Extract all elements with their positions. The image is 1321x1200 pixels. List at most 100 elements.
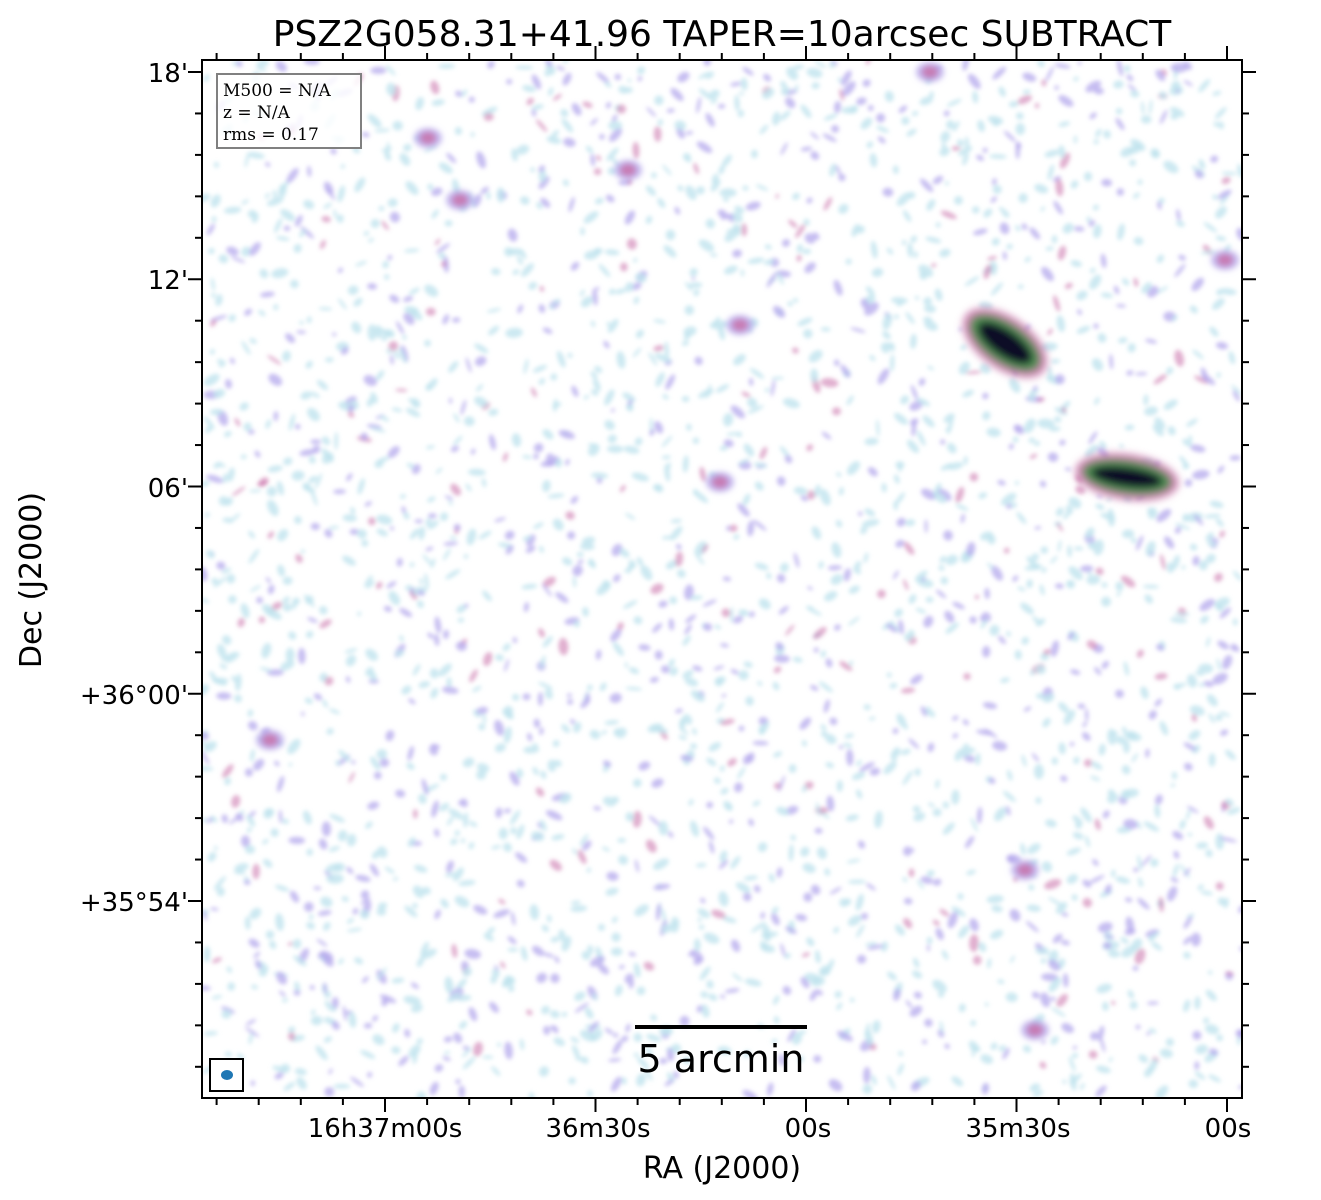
noise-blob	[393, 876, 399, 881]
noise-blob	[991, 905, 1003, 913]
noise-blob	[547, 759, 557, 772]
noise-blob	[414, 864, 428, 873]
noise-blob	[1124, 424, 1135, 431]
noise-blob	[1217, 465, 1225, 474]
noise-blob	[350, 507, 356, 515]
noise-blob	[753, 885, 761, 893]
noise-blob	[448, 500, 453, 506]
noise-blob	[328, 1068, 333, 1075]
noise-blob	[408, 1044, 421, 1058]
noise-blob	[782, 398, 800, 409]
noise-blob	[1155, 286, 1169, 294]
noise-blob	[222, 764, 234, 779]
noise-blob	[614, 288, 627, 295]
noise-blob	[905, 519, 916, 527]
noise-blob	[1031, 553, 1039, 561]
noise-blob	[244, 916, 251, 930]
noise-blob	[1098, 743, 1106, 756]
noise-blob	[674, 120, 687, 131]
noise-blob	[781, 239, 791, 247]
noise-blob	[590, 371, 598, 379]
noise-blob	[1017, 586, 1026, 592]
noise-blob	[1197, 884, 1204, 890]
noise-blob	[263, 809, 274, 819]
noise-blob	[1215, 882, 1224, 891]
noise-blob	[855, 893, 864, 911]
noise-blob	[887, 1075, 896, 1090]
noise-blob	[249, 242, 261, 256]
noise-blob	[702, 599, 717, 607]
noise-blob	[893, 501, 898, 511]
noise-blob	[1055, 901, 1068, 914]
noise-blob	[254, 450, 261, 458]
noise-blob	[1061, 912, 1069, 917]
noise-blob	[213, 388, 226, 399]
noise-blob	[354, 957, 364, 965]
noise-blob	[1108, 950, 1121, 958]
noise-blob	[551, 834, 565, 841]
noise-blob	[1051, 757, 1059, 765]
noise-blob	[259, 667, 273, 672]
noise-blob	[1123, 661, 1129, 676]
noise-blob	[847, 616, 860, 626]
noise-blob	[1021, 636, 1029, 645]
noise-blob	[517, 255, 523, 266]
noise-blob	[1173, 683, 1181, 690]
noise-blob	[803, 218, 810, 226]
noise-blob	[981, 1082, 990, 1095]
noise-blob	[203, 946, 211, 963]
noise-blob	[796, 243, 803, 253]
noise-blob	[483, 933, 494, 941]
noise-blob	[1041, 973, 1059, 982]
noise-blob	[241, 340, 251, 355]
noise-blob	[838, 745, 844, 750]
noise-blob	[532, 945, 545, 957]
noise-blob	[932, 919, 940, 926]
noise-blob	[404, 306, 419, 315]
noise-blob	[382, 333, 388, 342]
noise-blob	[908, 868, 915, 878]
noise-blob	[208, 247, 215, 255]
noise-blob	[383, 274, 390, 280]
noise-blob	[1041, 1040, 1046, 1044]
noise-blob	[856, 789, 863, 799]
noise-blob	[406, 762, 415, 770]
noise-blob	[697, 917, 702, 922]
noise-blob	[476, 706, 489, 715]
noise-blob	[825, 658, 833, 668]
noise-blob	[245, 1018, 257, 1026]
x-tick-label: 36m30s	[545, 1114, 650, 1144]
noise-blob	[869, 767, 881, 776]
noise-blob	[1137, 897, 1150, 910]
noise-blob	[1091, 761, 1103, 770]
noise-blob	[1101, 178, 1113, 187]
noise-blob	[274, 1072, 284, 1080]
noise-blob	[1072, 832, 1084, 840]
noise-blob	[288, 631, 297, 640]
noise-blob	[649, 428, 655, 436]
noise-blob	[773, 666, 782, 674]
noise-blob	[486, 927, 495, 936]
noise-blob	[1034, 184, 1049, 194]
noise-blob	[522, 693, 531, 701]
noise-blob	[378, 328, 395, 337]
noise-blob	[806, 490, 816, 500]
noise-blob	[607, 167, 616, 175]
noise-blob	[1002, 790, 1016, 802]
noise-blob	[990, 929, 1004, 940]
noise-blob	[551, 68, 556, 72]
noise-blob	[582, 840, 592, 851]
noise-blob	[440, 261, 447, 267]
noise-blob	[403, 296, 414, 302]
noise-blob	[850, 327, 866, 333]
noise-blob	[893, 474, 900, 484]
noise-blob	[570, 261, 580, 271]
noise-blob	[482, 712, 486, 724]
noise-blob	[1047, 328, 1053, 336]
noise-blob	[510, 911, 516, 926]
info-rms: rms = 0.17	[223, 125, 319, 145]
noise-blob	[832, 407, 841, 416]
noise-blob	[690, 690, 705, 702]
noise-blob	[942, 822, 955, 835]
noise-blob	[1012, 575, 1019, 582]
